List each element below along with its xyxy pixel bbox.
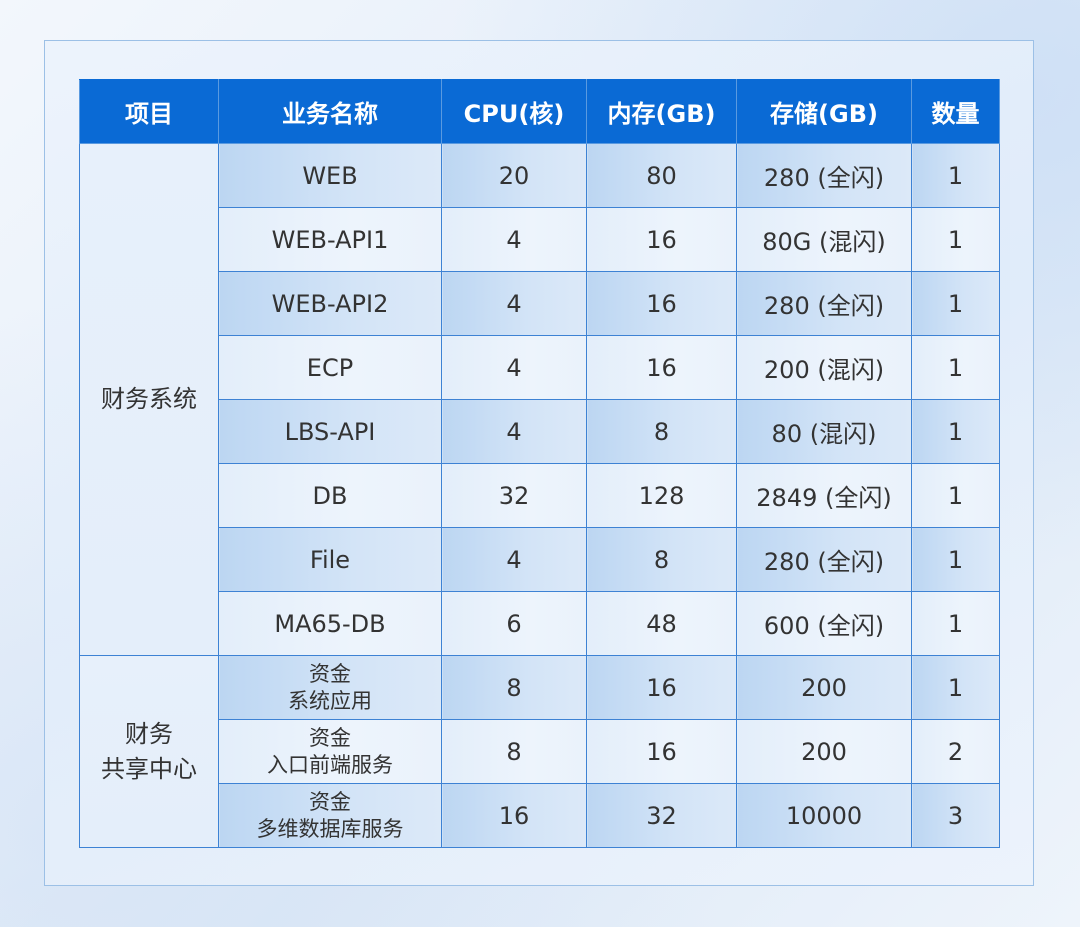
table-row: DB 32 128 2849 (全闪) 1 <box>80 463 1000 528</box>
memory-cell: 8 <box>586 399 737 464</box>
storage-cell: 280 (全闪) <box>736 527 912 592</box>
quantity-cell: 1 <box>911 591 1000 656</box>
memory-cell: 32 <box>586 783 737 848</box>
storage-cell: 280 (全闪) <box>736 271 912 336</box>
memory-cell: 16 <box>586 207 737 272</box>
quantity-cell: 1 <box>911 399 1000 464</box>
group-label: 财务系统 <box>101 385 197 414</box>
cpu-cell: 4 <box>441 527 587 592</box>
storage-cell: 600 (全闪) <box>736 591 912 656</box>
table-row: 资金 入口前端服务 8 16 200 2 <box>80 719 1000 784</box>
header-service-name: 业务名称 <box>218 79 442 144</box>
service-name-cell: WEB <box>218 143 442 208</box>
quantity-cell: 1 <box>911 271 1000 336</box>
service-name-cell: DB <box>218 463 442 528</box>
service-name-cell: ECP <box>218 335 442 400</box>
cpu-cell: 4 <box>441 399 587 464</box>
service-name-cell: MA65-DB <box>218 591 442 656</box>
service-name-line-2: 系统应用 <box>288 688 372 713</box>
memory-cell: 16 <box>586 271 737 336</box>
service-name-cell: WEB-API2 <box>218 271 442 336</box>
service-name-cell: LBS-API <box>218 399 442 464</box>
memory-cell: 80 <box>586 143 737 208</box>
header-storage: 存储(GB) <box>736 79 912 144</box>
memory-cell: 128 <box>586 463 737 528</box>
service-name-cell: 资金 入口前端服务 <box>218 719 442 784</box>
service-name-line-1: 资金 <box>309 790 351 815</box>
storage-cell: 80G (混闪) <box>736 207 912 272</box>
cpu-cell: 4 <box>441 207 587 272</box>
memory-cell: 48 <box>586 591 737 656</box>
group-label-line-1: 财务 <box>125 719 173 748</box>
cpu-cell: 6 <box>441 591 587 656</box>
memory-cell: 16 <box>586 335 737 400</box>
quantity-cell: 2 <box>911 719 1000 784</box>
table-row: 财务 共享中心 资金 系统应用 8 16 200 1 <box>79 655 1000 848</box>
memory-cell: 8 <box>586 527 737 592</box>
storage-cell: 280 (全闪) <box>736 143 912 208</box>
storage-cell: 2849 (全闪) <box>736 463 912 528</box>
header-row: 项目 业务名称 CPU(核) 内存(GB) 存储(GB) 数量 <box>79 79 1000 144</box>
service-name-cell: WEB-API1 <box>218 207 442 272</box>
storage-cell: 10000 <box>736 783 912 848</box>
cpu-cell: 32 <box>441 463 587 528</box>
memory-cell: 16 <box>586 719 737 784</box>
header-cpu: CPU(核) <box>441 79 587 144</box>
cpu-cell: 4 <box>441 271 587 336</box>
quantity-cell: 1 <box>911 655 1000 720</box>
storage-cell: 200 <box>736 719 912 784</box>
service-name-cell: 资金 多维数据库服务 <box>218 783 442 848</box>
quantity-cell: 1 <box>911 207 1000 272</box>
quantity-cell: 1 <box>911 527 1000 592</box>
quantity-cell: 1 <box>911 335 1000 400</box>
header-quantity: 数量 <box>911 79 1000 144</box>
header-project: 项目 <box>79 79 219 144</box>
service-name-line-1: 资金 <box>309 662 351 687</box>
table-row: LBS-API 4 8 80 (混闪) 1 <box>80 399 1000 464</box>
service-name-line-2: 多维数据库服务 <box>256 816 404 841</box>
group-cell-finance-system: 财务系统 <box>79 143 219 656</box>
header-memory: 内存(GB) <box>586 79 737 144</box>
table-row: WEB-API1 4 16 80G (混闪) 1 <box>80 207 1000 272</box>
storage-cell: 80 (混闪) <box>736 399 912 464</box>
table-row: MA65-DB 6 48 600 (全闪) 1 <box>80 591 1000 656</box>
cpu-cell: 8 <box>441 655 587 720</box>
cpu-cell: 16 <box>441 783 587 848</box>
quantity-cell: 1 <box>911 143 1000 208</box>
cpu-cell: 4 <box>441 335 587 400</box>
storage-cell: 200 (混闪) <box>736 335 912 400</box>
service-name-cell: 资金 系统应用 <box>218 655 442 720</box>
cpu-cell: 8 <box>441 719 587 784</box>
service-name-cell: File <box>218 527 442 592</box>
table-row: 资金 多维数据库服务 16 32 10000 3 <box>80 783 1000 848</box>
memory-cell: 16 <box>586 655 737 720</box>
table-row: File 4 8 280 (全闪) 1 <box>80 527 1000 592</box>
group-label-line-2: 共享中心 <box>101 754 197 783</box>
storage-cell: 200 <box>736 655 912 720</box>
group-cell-finance-shared-center: 财务 共享中心 <box>79 655 219 848</box>
quantity-cell: 1 <box>911 463 1000 528</box>
service-name-line-1: 资金 <box>309 726 351 751</box>
resource-spec-table: 项目 业务名称 CPU(核) 内存(GB) 存储(GB) 数量 财务系统 WEB… <box>79 79 1000 848</box>
table-row: 财务系统 WEB 20 80 280 (全闪) 1 <box>79 143 1000 656</box>
cpu-cell: 20 <box>441 143 587 208</box>
service-name-line-2: 入口前端服务 <box>267 752 393 777</box>
quantity-cell: 3 <box>911 783 1000 848</box>
